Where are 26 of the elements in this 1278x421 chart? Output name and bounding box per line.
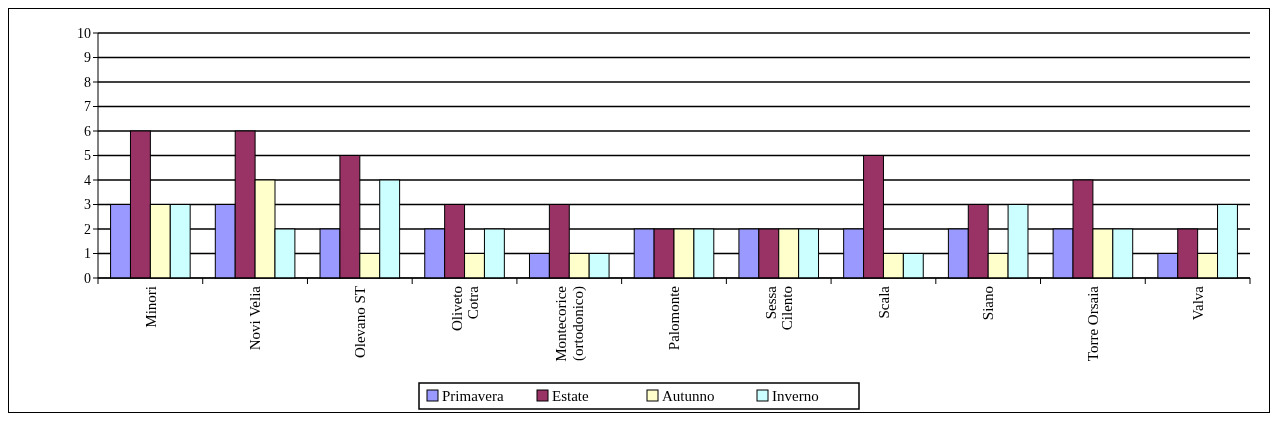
x-tick-label: Minori [142,286,159,328]
x-tick-label: Montecorice (ortodonico) [553,285,587,362]
y-tick-label: 8 [84,74,91,90]
legend-label: Primavera [442,388,504,405]
y-tick-label: 3 [84,197,91,213]
legend-label: Estate [552,388,589,405]
y-tick-label: 9 [84,50,91,66]
x-tick-label: Siano [980,286,997,321]
y-tick-label: 7 [84,99,91,115]
y-tick-label: 0 [84,270,91,286]
y-tick-label: 5 [84,148,91,164]
x-tick-label: Torre Orsaia [1085,285,1102,362]
y-tick-label: 4 [84,172,91,188]
legend-label: Inverno [772,388,819,405]
y-tick-label: 2 [84,221,91,237]
y-tick-label: 6 [84,123,91,139]
x-tick-label: Sessa Cilento [762,285,796,331]
x-tick-label: Valva [1189,285,1206,321]
x-tick-label: Oliveto Cotra [448,285,482,331]
x-tick-label: Olevano ST [352,286,369,359]
y-tick-label: 10 [77,25,91,41]
x-tick-label: Palomonte [666,285,683,351]
x-tick-label: Scala [875,285,892,319]
legend-label: Autunno [662,388,715,405]
x-tick-label: Novi Velia [247,285,264,351]
y-tick-label: 1 [84,246,91,262]
